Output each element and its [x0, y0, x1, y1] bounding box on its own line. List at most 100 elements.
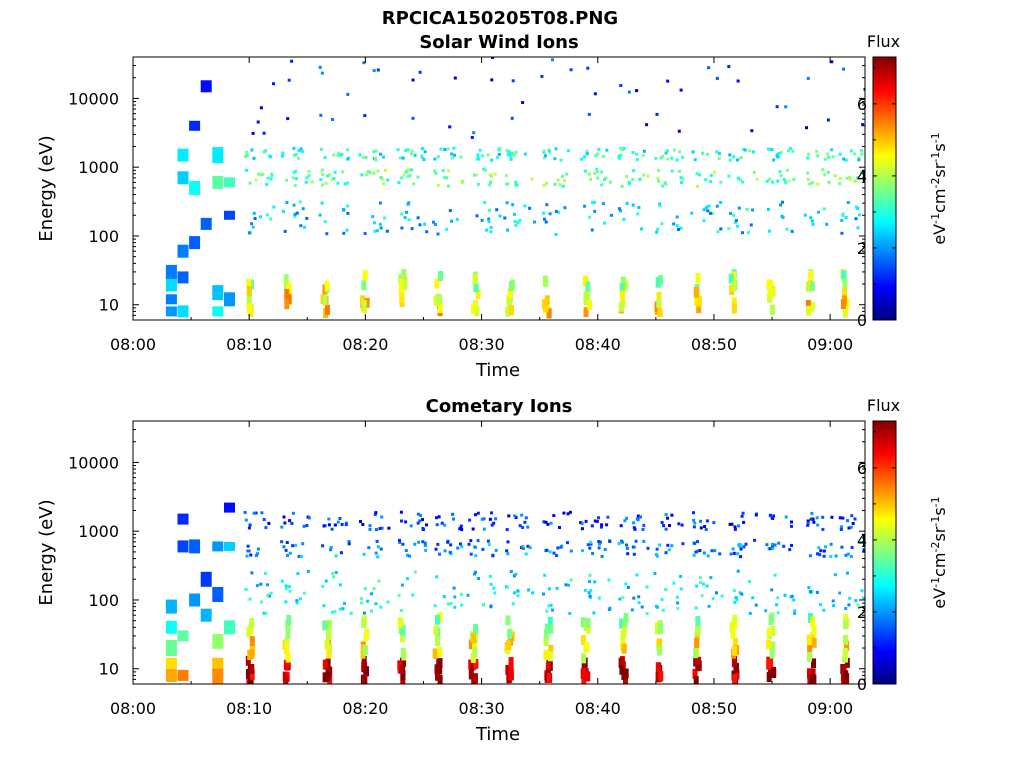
- flux-cell: [262, 131, 266, 135]
- flux-cell: [580, 527, 584, 531]
- flux-cell: [543, 277, 549, 287]
- flux-cell: [286, 282, 292, 293]
- flux-cell: [341, 607, 345, 611]
- flux-cell: [621, 595, 625, 599]
- flux-cell: [754, 513, 758, 517]
- flux-cell: [443, 549, 447, 553]
- flux-cell: [268, 154, 272, 158]
- flux-cell: [453, 153, 457, 157]
- flux-cell: [251, 225, 255, 229]
- flux-cell: [695, 273, 701, 284]
- flux-cell: [547, 604, 551, 608]
- flux-cell: [288, 589, 292, 593]
- flux-cell: [768, 148, 772, 152]
- flux-cell: [658, 203, 662, 207]
- flux-cell: [165, 264, 177, 279]
- flux-cell: [587, 300, 593, 311]
- flux-cell: [491, 57, 495, 59]
- flux-cell: [224, 292, 235, 307]
- flux-cell: [400, 647, 406, 658]
- flux-cell: [711, 597, 715, 601]
- flux-cell: [636, 212, 640, 216]
- flux-cell: [842, 279, 848, 289]
- flux-cell: [670, 156, 674, 160]
- flux-cell: [259, 173, 263, 177]
- flux-cell: [513, 212, 516, 216]
- flux-cell: [557, 211, 561, 214]
- flux-cell: [508, 281, 514, 292]
- flux-cell: [224, 620, 235, 635]
- flux-cell: [664, 513, 668, 516]
- flux-cell: [291, 176, 295, 180]
- flux-cell: [806, 171, 809, 175]
- flux-cell: [863, 87, 865, 91]
- flux-cell: [733, 525, 737, 529]
- flux-cell: [508, 657, 514, 668]
- flux-cell: [468, 639, 474, 650]
- flux-cell: [728, 522, 732, 526]
- flux-cell: [297, 554, 301, 558]
- flux-cell: [402, 173, 406, 177]
- x-tick-label: 08:00: [110, 699, 156, 718]
- flux-cell: [655, 662, 661, 673]
- flux-cell: [856, 176, 860, 180]
- flux-cell: [554, 233, 558, 236]
- flux-cell: [716, 230, 720, 234]
- flux-cell: [593, 519, 597, 523]
- flux-cell: [290, 521, 294, 525]
- flux-cell: [785, 227, 789, 231]
- flux-cell: [399, 664, 405, 674]
- flux-cell: [418, 519, 422, 523]
- flux-cell: [769, 648, 775, 659]
- flux-cell: [416, 175, 420, 179]
- flux-cell: [485, 228, 488, 232]
- flux-cell: [705, 584, 709, 588]
- flux-cell: [413, 570, 417, 574]
- flux-cell: [345, 228, 349, 232]
- flux-cell: [318, 213, 322, 217]
- flux-cell: [378, 527, 382, 530]
- flux-cell: [474, 513, 477, 517]
- flux-cell: [445, 227, 449, 231]
- flux-cell: [751, 208, 754, 212]
- flux-cell: [333, 170, 337, 174]
- flux-cell: [470, 136, 474, 139]
- colorbar-tick-label: 2: [857, 603, 867, 622]
- flux-cell: [822, 554, 826, 558]
- flux-cell: [585, 281, 591, 292]
- flux-cell: [269, 217, 273, 221]
- flux-cell: [585, 671, 591, 682]
- flux-cell: [417, 540, 421, 544]
- flux-cell: [443, 176, 447, 180]
- flux-cell: [739, 543, 743, 547]
- flux-cell: [787, 179, 791, 183]
- flux-cell: [732, 637, 738, 648]
- flux-cell: [506, 552, 510, 556]
- flux-cell: [425, 523, 428, 527]
- flux-cell: [621, 148, 624, 152]
- flux-cell: [645, 585, 649, 589]
- flux-cell: [445, 176, 449, 180]
- flux-cell: [588, 594, 592, 598]
- flux-cell: [324, 181, 328, 185]
- flux-cell: [449, 602, 453, 605]
- flux-cell: [212, 633, 224, 649]
- flux-cell: [189, 593, 201, 607]
- flux-cell: [400, 519, 403, 523]
- x-tick-label: 08:50: [691, 335, 737, 354]
- flux-cell: [460, 603, 464, 607]
- flux-cell: [249, 617, 255, 628]
- flux-cell: [696, 184, 700, 188]
- flux-cell: [264, 571, 267, 575]
- flux-cell: [292, 153, 296, 157]
- flux-cell: [808, 270, 814, 281]
- flux-cell: [165, 276, 177, 292]
- flux-cell: [855, 205, 858, 209]
- flux-cell: [305, 176, 309, 180]
- flux-cell: [252, 211, 256, 215]
- colorbar-label: Flux: [867, 32, 900, 51]
- flux-cell: [645, 612, 649, 616]
- flux-cell: [245, 168, 248, 172]
- flux-cell: [460, 181, 464, 185]
- flux-cell: [548, 550, 552, 554]
